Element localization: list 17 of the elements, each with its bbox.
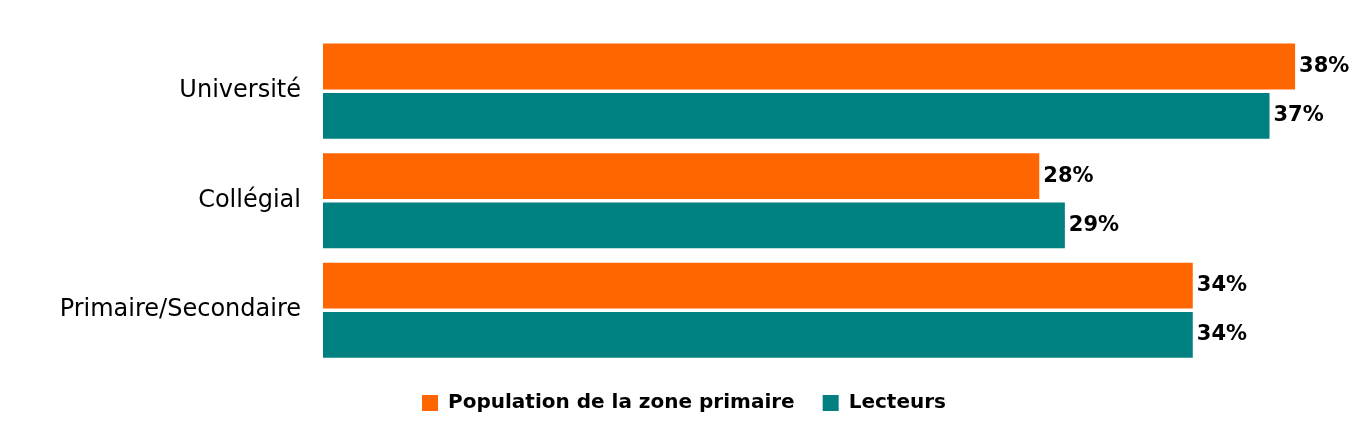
bar bbox=[323, 92, 1270, 139]
data-label: 34% bbox=[1196, 321, 1248, 346]
data-label: 38% bbox=[1299, 52, 1350, 77]
legend-label: Lecteurs bbox=[848, 389, 946, 414]
data-label: 29% bbox=[1068, 211, 1120, 236]
legend-label: Population de la zone primaire bbox=[448, 389, 795, 414]
bar bbox=[323, 262, 1193, 309]
bar bbox=[323, 153, 1040, 199]
data-label: 28% bbox=[1043, 162, 1094, 187]
y-tick-label: Collégial bbox=[198, 184, 301, 213]
y-tick-label: Université bbox=[179, 75, 301, 104]
data-label: 34% bbox=[1196, 272, 1248, 297]
y-tick-label: Primaire/Secondaire bbox=[59, 294, 301, 323]
bar bbox=[323, 311, 1193, 358]
bar bbox=[323, 202, 1065, 249]
data-label: 37% bbox=[1273, 102, 1324, 127]
bar bbox=[323, 43, 1296, 90]
